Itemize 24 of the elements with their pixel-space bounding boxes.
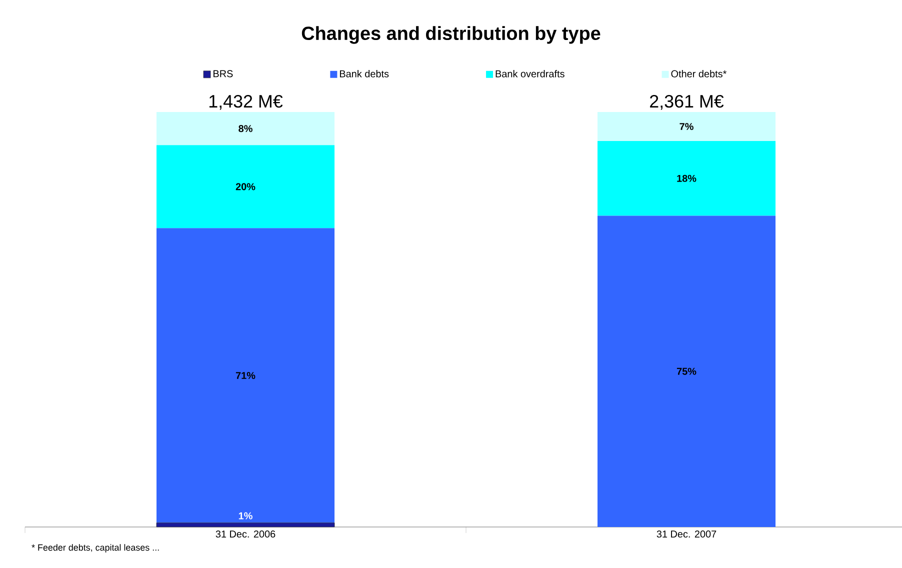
bar <box>156 112 335 146</box>
annotation: 2,361 M€ <box>650 94 724 110</box>
legend-label: BRS <box>214 70 233 78</box>
data-label: 1% <box>238 512 252 520</box>
bar <box>156 522 335 528</box>
bar <box>598 216 776 527</box>
data-label: 75% <box>676 368 696 375</box>
x-tick-label: 31 Dec. 2006 <box>216 530 276 538</box>
chart-title: Changes and distribution by type <box>302 26 600 44</box>
bar <box>156 145 335 228</box>
x-tick-label: 31 Dec. 2007 <box>656 530 716 538</box>
data-label: 7% <box>680 123 694 130</box>
bar <box>156 228 335 523</box>
legend-label: Bank debts <box>340 70 389 78</box>
legend-label: Bank overdrafts <box>496 70 564 78</box>
legend-label: Other debts* <box>671 70 727 78</box>
data-label: 8% <box>238 125 252 132</box>
data-label: 20% <box>236 183 256 190</box>
bar <box>598 112 776 142</box>
data-label: 18% <box>677 174 696 182</box>
bar <box>598 141 776 216</box>
annotation: 1,432 M€ <box>209 94 283 110</box>
data-label: 71% <box>236 372 256 380</box>
text: * Feeder debts, capital leases ... <box>32 544 159 552</box>
